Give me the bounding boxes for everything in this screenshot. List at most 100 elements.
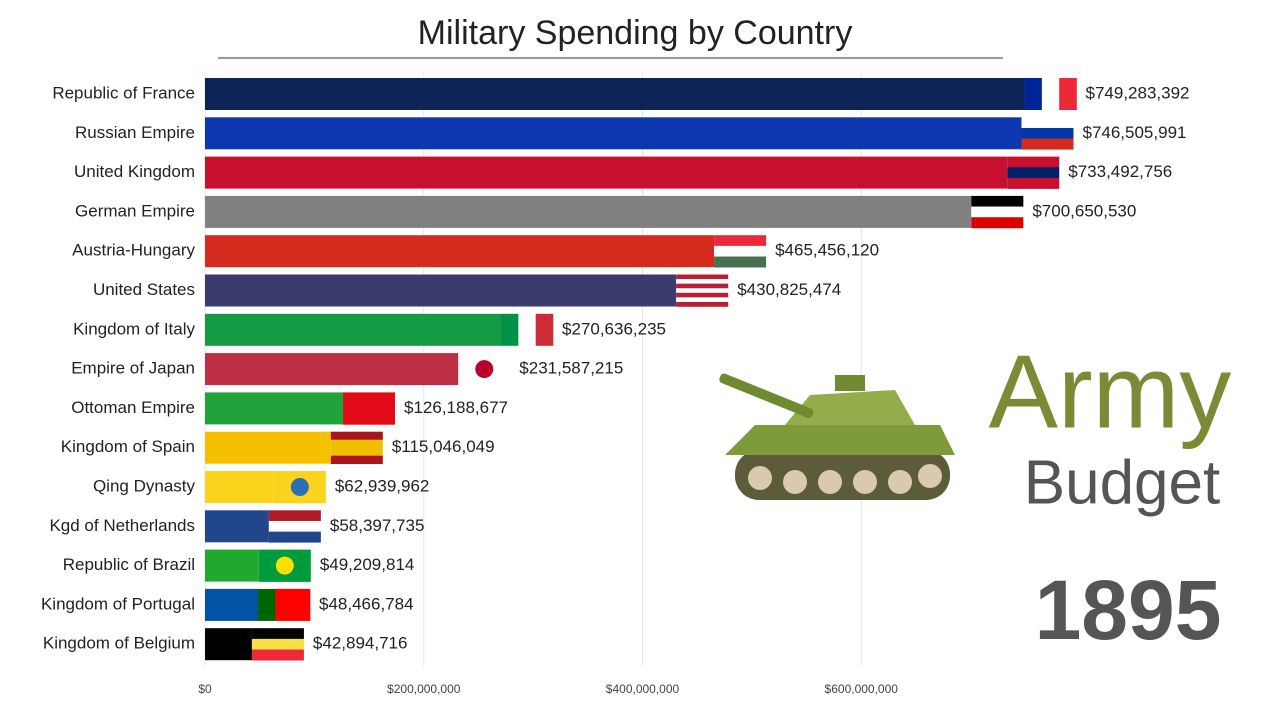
flag-stripe bbox=[251, 628, 304, 640]
category-label: Kingdom of Portugal bbox=[41, 594, 195, 613]
category-label: Kingdom of Italy bbox=[73, 319, 195, 338]
bar bbox=[205, 156, 1008, 189]
flag-stripe bbox=[268, 531, 321, 543]
flag-stripe bbox=[676, 288, 729, 294]
value-label: $58,397,735 bbox=[330, 516, 425, 535]
flag-stripe bbox=[971, 195, 1024, 207]
flag bbox=[714, 235, 767, 268]
value-label: $62,939,962 bbox=[335, 476, 430, 495]
flag bbox=[258, 588, 311, 621]
value-label: $700,650,530 bbox=[1032, 201, 1136, 220]
category-label: Qing Dynasty bbox=[93, 476, 196, 495]
flag bbox=[971, 195, 1024, 229]
x-tick-label: $200,000,000 bbox=[387, 682, 461, 696]
flag bbox=[676, 274, 729, 307]
flag bbox=[273, 471, 326, 504]
flag-stripe bbox=[971, 206, 1024, 218]
flag bbox=[1021, 117, 1074, 150]
category-label: German Empire bbox=[75, 201, 195, 220]
flag bbox=[458, 353, 511, 386]
flag-stripe bbox=[251, 638, 304, 650]
flag-stripe bbox=[714, 235, 767, 247]
flag bbox=[330, 431, 383, 464]
bar bbox=[205, 274, 677, 307]
bar bbox=[205, 235, 715, 268]
flag-stripe bbox=[1024, 78, 1043, 110]
flag-stripe bbox=[268, 510, 321, 522]
flag bbox=[343, 392, 396, 425]
bar bbox=[205, 628, 252, 661]
value-label: $48,466,784 bbox=[319, 594, 414, 613]
tank-hatch bbox=[835, 375, 865, 391]
value-label: $465,456,120 bbox=[775, 241, 879, 260]
value-label: $49,209,814 bbox=[320, 555, 415, 574]
flag bbox=[501, 313, 554, 346]
value-label: $126,188,677 bbox=[404, 398, 508, 417]
flag-stripe bbox=[676, 297, 729, 303]
flag-stripe bbox=[971, 217, 1024, 229]
value-label: $430,825,474 bbox=[737, 280, 841, 299]
flag-stripe bbox=[1007, 177, 1060, 189]
flag-stripe bbox=[676, 274, 729, 280]
flag-stripe bbox=[676, 283, 729, 289]
category-label: Empire of Japan bbox=[71, 359, 195, 378]
category-label: United Kingdom bbox=[74, 162, 195, 181]
category-label: Kgd of Netherlands bbox=[49, 516, 195, 535]
flag-stripe bbox=[268, 520, 321, 532]
bar bbox=[205, 195, 972, 228]
flag-stripe bbox=[714, 245, 767, 257]
chart-title: Military Spending by Country bbox=[418, 14, 853, 52]
flag bbox=[1024, 78, 1077, 110]
bar bbox=[205, 588, 259, 621]
bar bbox=[205, 78, 1025, 110]
flag-stripe bbox=[501, 313, 519, 346]
flag-stripe bbox=[518, 313, 536, 346]
flag-stripe bbox=[714, 256, 767, 268]
x-tick-label: $400,000,000 bbox=[606, 682, 680, 696]
bar bbox=[205, 353, 459, 386]
flag bbox=[251, 628, 304, 661]
bar bbox=[205, 431, 331, 464]
category-label: Republic of France bbox=[52, 83, 195, 102]
flag-stripe bbox=[330, 431, 383, 440]
tank-turret bbox=[785, 390, 915, 425]
annotation-army: Army bbox=[989, 334, 1232, 450]
flag-emblem bbox=[290, 478, 309, 496]
value-label: $231,587,215 bbox=[519, 359, 623, 378]
flag-emblem bbox=[275, 556, 294, 575]
bar bbox=[205, 313, 502, 346]
bar bbox=[205, 510, 269, 543]
flag bbox=[258, 549, 311, 582]
flag-stripe bbox=[1007, 156, 1060, 168]
tank-wheels bbox=[748, 464, 942, 494]
tank-barrel bbox=[719, 373, 814, 418]
flag-stripe bbox=[676, 279, 729, 284]
flag-stripe bbox=[1021, 138, 1074, 150]
flag-stripe bbox=[1021, 127, 1074, 139]
flag-stripe bbox=[251, 649, 304, 661]
flag-stripe bbox=[535, 313, 554, 346]
value-label: $749,283,392 bbox=[1086, 83, 1190, 102]
flag-stripe bbox=[676, 301, 729, 307]
bars: Republic of France $749,283,392 Russian Em… bbox=[41, 78, 1190, 661]
bar bbox=[205, 549, 259, 582]
flag-stripe bbox=[258, 588, 276, 621]
category-label: United States bbox=[93, 280, 195, 299]
tank-hull bbox=[725, 425, 955, 455]
value-label: $733,492,756 bbox=[1068, 162, 1172, 181]
value-label: $115,046,049 bbox=[392, 437, 495, 456]
x-tick-label: $600,000,000 bbox=[825, 682, 899, 696]
flag-stripe bbox=[1021, 117, 1074, 129]
flag-stripe bbox=[343, 392, 396, 425]
category-label: Republic of Brazil bbox=[63, 555, 195, 574]
flag-stripe bbox=[330, 455, 383, 464]
flag bbox=[268, 510, 321, 543]
flag-stripe bbox=[330, 439, 383, 448]
flag-stripe bbox=[676, 292, 729, 298]
category-label: Kingdom of Spain bbox=[61, 437, 195, 456]
flag-stripe bbox=[1041, 78, 1060, 110]
flag-stripe bbox=[275, 588, 293, 621]
bar bbox=[205, 392, 344, 425]
